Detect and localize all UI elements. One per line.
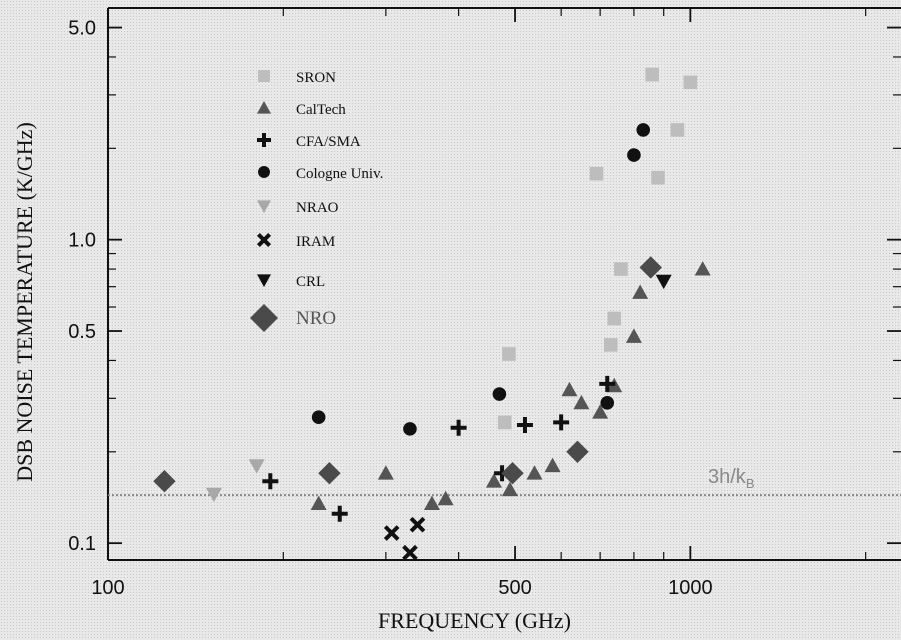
series-nrao xyxy=(205,459,265,503)
legend-label: NRAO xyxy=(296,200,339,216)
x-tick-label: 500 xyxy=(498,577,531,599)
data-point xyxy=(497,415,512,430)
data-point xyxy=(516,417,533,434)
data-point xyxy=(627,148,641,162)
data-point xyxy=(377,465,394,480)
x-tick-label: 1000 xyxy=(668,577,713,599)
y-tick-label: 0.5 xyxy=(68,321,96,343)
data-point xyxy=(262,473,279,490)
axis-ticks xyxy=(107,8,901,560)
series-crl xyxy=(655,274,672,290)
y-tick-label: 0.1 xyxy=(68,533,96,555)
legend: SRON CalTech CFA/SMA Cologne Univ. NRAO IRAM C… xyxy=(250,70,383,332)
data-point xyxy=(639,256,662,279)
data-point xyxy=(153,470,176,493)
data-point xyxy=(573,394,590,410)
legend-marker xyxy=(258,70,270,82)
series-caltech xyxy=(310,261,711,510)
legend-label: CFA/SMA xyxy=(296,134,361,150)
data-point xyxy=(311,410,326,425)
legend-marker xyxy=(250,304,278,332)
data-point xyxy=(645,67,660,82)
data-point xyxy=(614,262,628,276)
data-point xyxy=(544,457,561,473)
data-point xyxy=(501,481,518,497)
data-point xyxy=(450,419,467,436)
legend-marker xyxy=(258,166,270,178)
data-point xyxy=(331,505,348,522)
legend-label: CalTech xyxy=(296,102,346,118)
data-point xyxy=(651,170,665,185)
data-point xyxy=(205,487,222,503)
series-nro xyxy=(153,256,662,493)
y-tick-label: 5.0 xyxy=(68,18,96,40)
series-sron xyxy=(497,67,698,430)
legend-marker xyxy=(257,274,271,287)
data-point xyxy=(592,404,609,419)
data-point xyxy=(600,396,615,410)
series-cologne-univ xyxy=(311,123,651,436)
data-point xyxy=(599,375,616,392)
legend-label: CRL xyxy=(296,274,325,290)
data-point xyxy=(526,465,543,480)
legend-marker xyxy=(257,200,271,213)
legend-label: NRO xyxy=(296,308,336,329)
data-point xyxy=(383,525,400,541)
data-point xyxy=(553,414,570,431)
data-point xyxy=(566,440,589,463)
y-tick-label: 1.0 xyxy=(68,230,96,252)
legend-marker xyxy=(257,101,271,114)
data-point xyxy=(632,284,649,299)
data-point xyxy=(310,495,327,510)
series-cfa-sma xyxy=(262,375,616,522)
y-axis-label: DSB NOISE TEMPERATURE (K/GHz) xyxy=(12,122,37,482)
tick-labels: 5.0 1.0 0.5 0.1 100 500 1000 xyxy=(68,18,712,599)
data-point xyxy=(423,495,440,510)
data-point xyxy=(248,459,265,474)
data-point xyxy=(318,462,341,485)
data-point xyxy=(402,544,418,561)
data-point xyxy=(625,328,642,343)
data-point xyxy=(589,166,604,181)
data-point xyxy=(694,261,711,276)
annotation-main: 3h/k xyxy=(708,466,747,488)
annotation-subscript: B xyxy=(746,476,755,491)
x-axis-label: FREQUENCY (GHz) xyxy=(378,608,571,633)
data-point xyxy=(670,123,685,137)
legend-label: IRAM xyxy=(296,234,335,250)
data-point xyxy=(636,123,651,137)
data-point xyxy=(501,462,524,485)
data-point xyxy=(492,387,507,401)
plot-frame xyxy=(107,7,901,561)
data-point xyxy=(683,75,698,90)
legend-label: Cologne Univ. xyxy=(296,166,383,182)
series-iram xyxy=(383,516,426,561)
data-point xyxy=(409,516,426,533)
3h-kb-annotation: 3h/kB xyxy=(708,466,754,491)
data-point xyxy=(561,381,578,397)
x-tick-label: 100 xyxy=(91,577,124,599)
legend-marker xyxy=(257,133,271,147)
data-point xyxy=(403,422,417,436)
legend-label: SRON xyxy=(296,70,336,86)
data-points xyxy=(153,67,711,561)
data-point xyxy=(603,338,618,352)
data-point xyxy=(437,490,454,506)
data-point xyxy=(607,311,621,326)
data-point xyxy=(655,274,672,290)
data-point xyxy=(485,473,502,488)
legend-marker xyxy=(256,232,272,248)
data-point xyxy=(502,347,516,361)
